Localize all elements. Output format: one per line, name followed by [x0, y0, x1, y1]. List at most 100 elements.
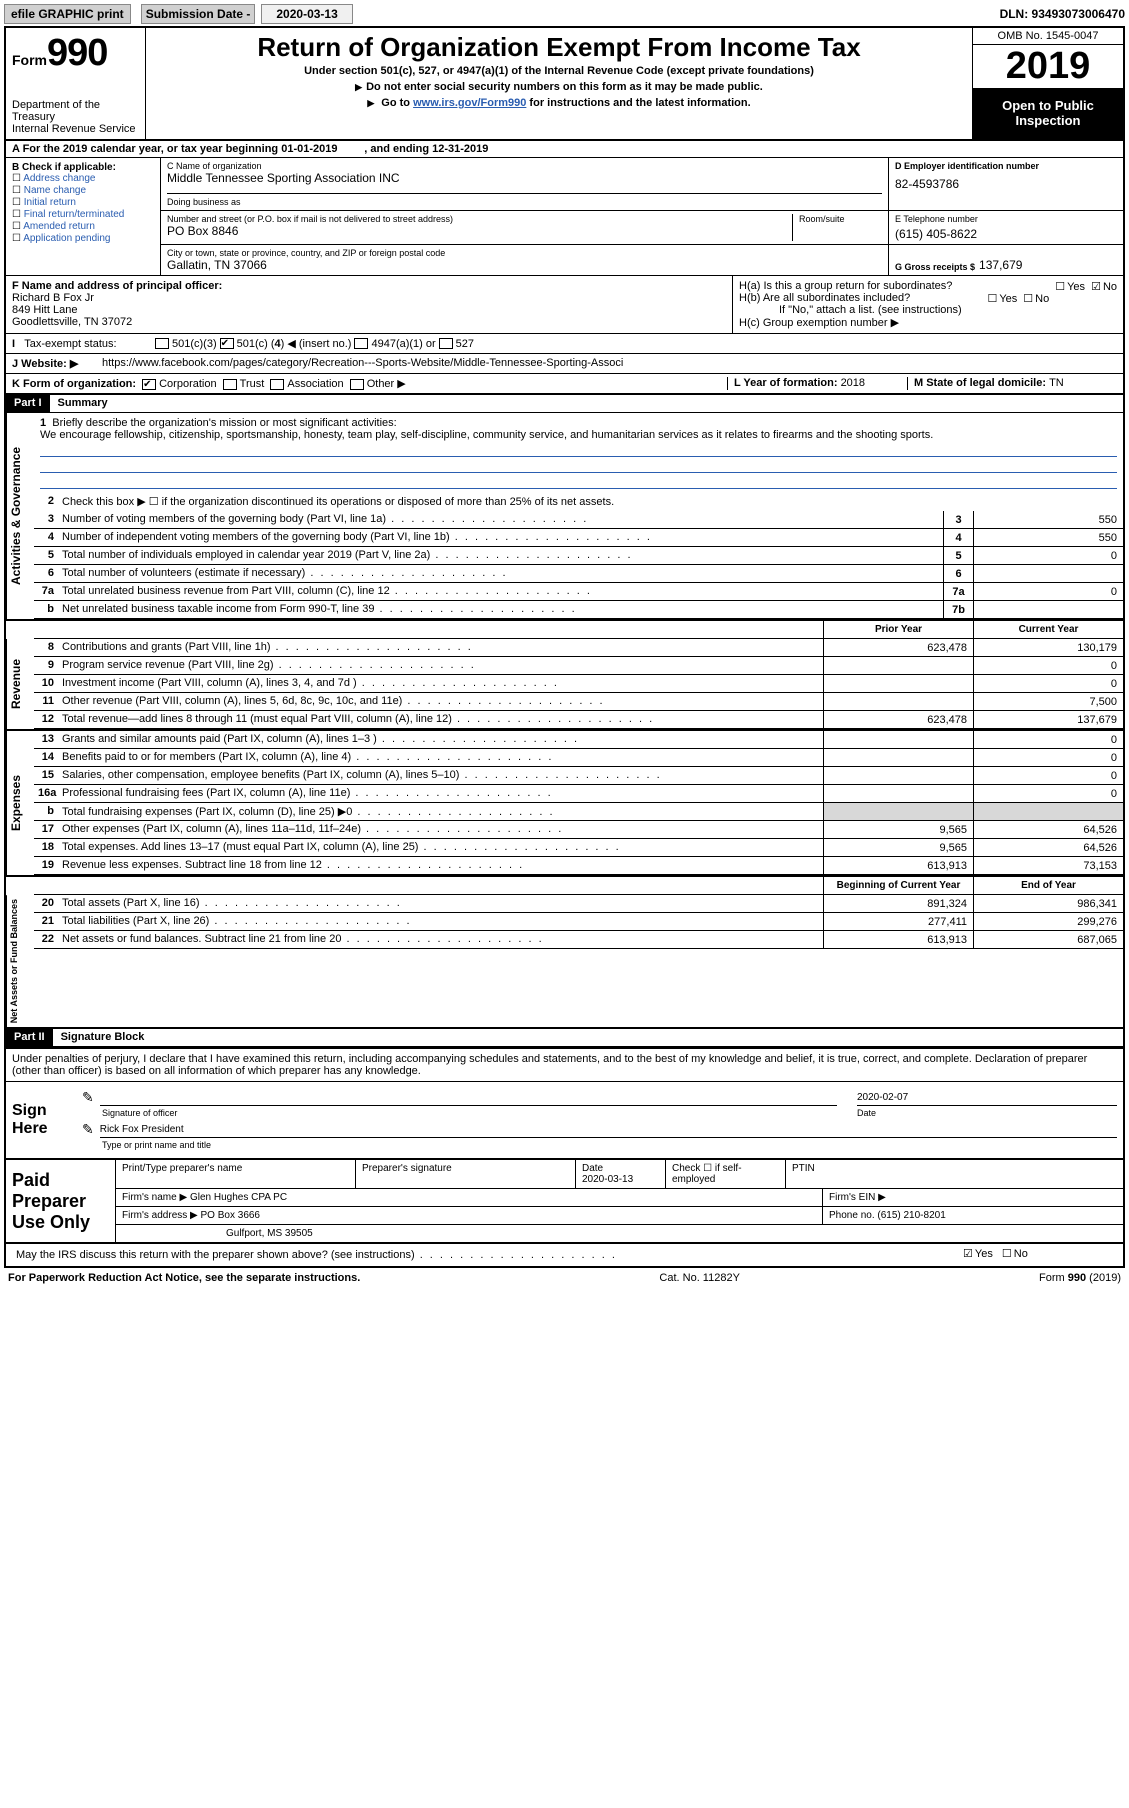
state-domicile: TN — [1049, 377, 1064, 389]
chk-501c3[interactable] — [155, 338, 169, 349]
ha-no[interactable]: No — [1091, 280, 1117, 293]
chk-association[interactable] — [270, 379, 284, 390]
chk-final-return[interactable]: Final return/terminated — [12, 209, 154, 220]
submission-label: Submission Date - — [141, 4, 256, 24]
line-6-box: 6 — [943, 565, 973, 582]
efile-print-button[interactable]: efile GRAPHIC print — [4, 4, 131, 24]
form-990: Form990 Department of the Treasury Inter… — [4, 26, 1125, 1268]
chk-527[interactable] — [439, 338, 453, 349]
line-12-text: Total revenue—add lines 8 through 11 (mu… — [58, 711, 823, 728]
col-end-year: End of Year — [973, 877, 1123, 894]
line-14-current: 0 — [973, 749, 1123, 766]
paid-preparer-block: Paid Preparer Use Only Print/Type prepar… — [6, 1160, 1123, 1244]
col-prior-year: Prior Year — [823, 621, 973, 638]
hc-label: H(c) Group exemption number ▶ — [739, 316, 1117, 329]
form-title: Return of Organization Exempt From Incom… — [156, 32, 962, 63]
line-13-current: 0 — [973, 731, 1123, 748]
b-label: B Check if applicable: — [12, 162, 116, 173]
line-21-text: Total liabilities (Part X, line 26) — [58, 913, 823, 930]
line-5-text: Total number of individuals employed in … — [58, 547, 943, 564]
col-cde: C Name of organization Middle Tennessee … — [161, 158, 1123, 275]
d-label: D Employer identification number — [895, 161, 1117, 171]
line-14-text: Benefits paid to or for members (Part IX… — [58, 749, 823, 766]
line-b-box: 7b — [943, 601, 973, 618]
chk-corporation[interactable] — [142, 379, 156, 390]
chk-initial-return[interactable]: Initial return — [12, 197, 154, 208]
line-17-text: Other expenses (Part IX, column (A), lin… — [58, 821, 823, 838]
e-label: E Telephone number — [895, 214, 1117, 224]
discuss-question: May the IRS discuss this return with the… — [12, 1247, 957, 1263]
firm-phone: Phone no. (615) 210-8201 — [823, 1207, 1123, 1224]
top-bar: efile GRAPHIC print Submission Date - 20… — [4, 4, 1125, 24]
line-13-prior — [823, 731, 973, 748]
firm-address: PO Box 3666 — [201, 1210, 260, 1221]
line-13-text: Grants and similar amounts paid (Part IX… — [58, 731, 823, 748]
sig-officer-label: Signature of officer — [102, 1108, 857, 1118]
header-right: OMB No. 1545-0047 2019 Open to Public In… — [973, 28, 1123, 139]
sig-name: Rick Fox President — [100, 1120, 1117, 1138]
firm-ein-label: Firm's EIN ▶ — [823, 1189, 1123, 1206]
form-subtitle-2: Do not enter social security numbers on … — [156, 81, 962, 93]
officer-addr1: 849 Hitt Lane — [12, 304, 726, 316]
chk-amended-return[interactable]: Amended return — [12, 221, 154, 232]
line-12-current: 137,679 — [973, 711, 1123, 728]
hb-yes[interactable]: Yes — [987, 292, 1017, 305]
pen-icon-2: ✎ — [82, 1121, 94, 1138]
line-15-current: 0 — [973, 767, 1123, 784]
line-17-current: 64,526 — [973, 821, 1123, 838]
line-3-value: 550 — [973, 511, 1123, 528]
line-16a-current: 0 — [973, 785, 1123, 802]
officer-addr2: Goodlettsville, TN 37072 — [12, 316, 726, 328]
chk-4947[interactable] — [354, 338, 368, 349]
irs-link[interactable]: www.irs.gov/Form990 — [413, 97, 526, 109]
prep-self-employed[interactable]: Check ☐ if self-employed — [666, 1160, 786, 1188]
line-4-text: Number of independent voting members of … — [58, 529, 943, 546]
firm-address-2: Gulfport, MS 39505 — [116, 1225, 1123, 1242]
line-7a-box: 7a — [943, 583, 973, 600]
chk-address-change[interactable]: Address change — [12, 173, 154, 184]
section-b-to-g: B Check if applicable: Address change Na… — [6, 158, 1123, 276]
vtab-revenue: Revenue — [6, 639, 34, 729]
sig-date: 2020-02-07 — [857, 1088, 1117, 1106]
room-label: Room/suite — [799, 214, 882, 224]
discuss-yes[interactable]: Yes — [963, 1247, 993, 1260]
line-18-prior: 9,565 — [823, 839, 973, 856]
chk-trust[interactable] — [223, 379, 237, 390]
line-11-current: 7,500 — [973, 693, 1123, 710]
officer-name: Richard B Fox Jr — [12, 292, 726, 304]
line-b-text: Total fundraising expenses (Part IX, col… — [58, 803, 823, 820]
chk-name-change[interactable]: Name change — [12, 185, 154, 196]
ha-yes[interactable]: Yes — [1055, 280, 1085, 293]
vtab-activities: Activities & Governance — [6, 413, 34, 619]
line-11-text: Other revenue (Part VIII, column (A), li… — [58, 693, 823, 710]
line-21-prior: 277,411 — [823, 913, 973, 930]
c-name-label: C Name of organization — [167, 161, 882, 171]
phone: (615) 405-8622 — [895, 227, 1117, 241]
line-9-current: 0 — [973, 657, 1123, 674]
pen-icon: ✎ — [82, 1089, 94, 1106]
col-current-year: Current Year — [973, 621, 1123, 638]
line-7a-text: Total unrelated business revenue from Pa… — [58, 583, 943, 600]
sign-here-block: Sign Here ✎ 2020-02-07 Signature of offi… — [6, 1082, 1123, 1160]
website-url[interactable]: https://www.facebook.com/pages/category/… — [102, 357, 1117, 370]
line-21-current: 299,276 — [973, 913, 1123, 930]
chk-501c[interactable] — [220, 338, 234, 349]
row-a-tax-year: A For the 2019 calendar year, or tax yea… — [6, 141, 1123, 158]
signature-intro: Under penalties of perjury, I declare th… — [6, 1047, 1123, 1082]
col-b-checkboxes: B Check if applicable: Address change Na… — [6, 158, 161, 275]
paid-preparer-label: Paid Preparer Use Only — [6, 1160, 116, 1242]
discuss-no[interactable]: No — [1002, 1247, 1028, 1260]
footer-left: For Paperwork Reduction Act Notice, see … — [8, 1272, 360, 1284]
q1: 1 Briefly describe the organization's mi… — [34, 413, 1123, 493]
chk-application-pending[interactable]: Application pending — [12, 233, 154, 244]
section-k: K Form of organization: Corporation Trus… — [6, 374, 1123, 395]
chk-other[interactable] — [350, 379, 364, 390]
mission-text: We encourage fellowship, citizenship, sp… — [40, 429, 933, 441]
f-label: F Name and address of principal officer: — [12, 280, 726, 292]
prep-name-label: Print/Type preparer's name — [116, 1160, 356, 1188]
hb-no[interactable]: No — [1023, 292, 1049, 305]
org-address: PO Box 8846 — [167, 224, 792, 238]
header-left: Form990 Department of the Treasury Inter… — [6, 28, 146, 139]
line-7a-value: 0 — [973, 583, 1123, 600]
line-6-text: Total number of volunteers (estimate if … — [58, 565, 943, 582]
